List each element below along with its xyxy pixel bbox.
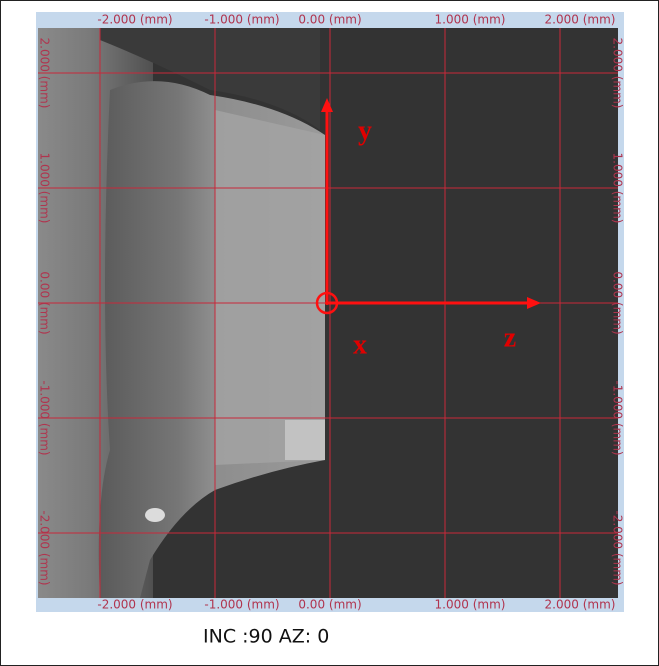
bottom-label: 1.000 (mm)	[435, 598, 506, 612]
bottom-label: 0.00 (mm)	[298, 598, 361, 612]
left-label: 0.00 (mm)	[38, 271, 52, 334]
left-label: 2.000 (mm)	[38, 38, 52, 109]
left-label: -2.000 (mm)	[38, 510, 52, 585]
right-label: 1.000 (mm)	[611, 153, 625, 224]
image-object-face	[215, 110, 325, 465]
image-spot	[145, 508, 165, 522]
top-label: 2.000 (mm)	[545, 13, 616, 27]
axis-label: z	[504, 322, 516, 353]
axis-label: x	[353, 329, 367, 360]
top-label: 0.00 (mm)	[298, 13, 361, 27]
z-arrowhead	[527, 297, 541, 309]
left-label: -1.000 (mm)	[38, 380, 52, 455]
right-label: -2.000 (mm)	[611, 510, 625, 585]
right-label: 0.00 (mm)	[611, 271, 625, 334]
grid	[38, 28, 618, 598]
top-label: -1.000 (mm)	[204, 13, 279, 27]
y-arrowhead	[321, 98, 333, 112]
top-label: 1.000 (mm)	[435, 13, 506, 27]
bottom-label: -2.000 (mm)	[97, 598, 172, 612]
x-origin-dot	[325, 301, 329, 305]
bottom-label: 2.000 (mm)	[545, 598, 616, 612]
image-highlight	[285, 420, 325, 460]
axes-arrows	[315, 98, 541, 315]
right-label: -1.000 (mm)	[611, 380, 625, 455]
bottom-label: -1.000 (mm)	[204, 598, 279, 612]
caption: INC :90 AZ: 0	[203, 626, 329, 648]
axis-label: y	[358, 115, 372, 146]
left-label: 1.000 (mm)	[38, 153, 52, 224]
x-origin	[315, 291, 339, 315]
right-label: 2.000 (mm)	[611, 38, 625, 109]
image-top-region	[100, 28, 320, 130]
top-label: -2.000 (mm)	[97, 13, 172, 27]
